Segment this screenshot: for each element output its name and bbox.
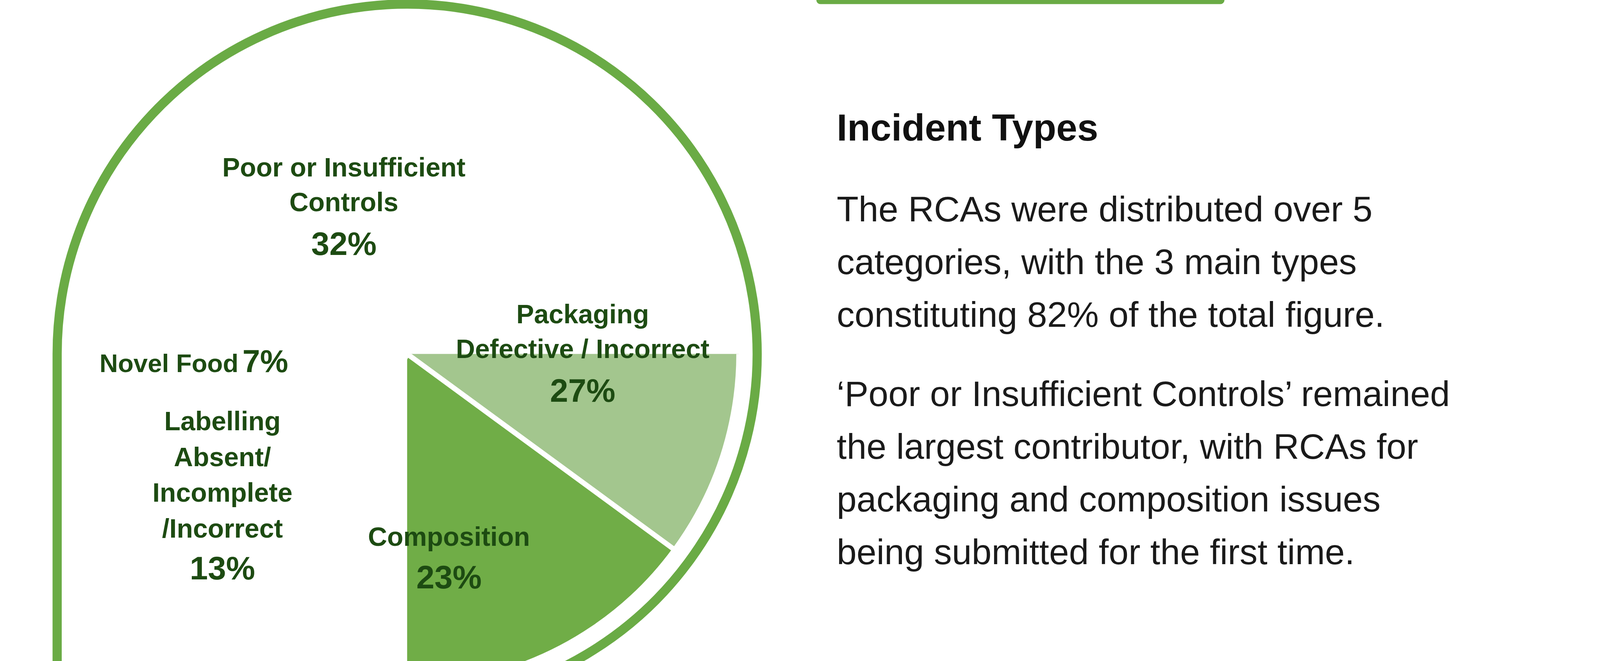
side-paragraph-line: The RCAs were distributed over 5 bbox=[836, 189, 1373, 229]
data-labels: Poor or Insufficient Controls 32% Packaging… bbox=[99, 152, 710, 596]
slice-category-line: Packaging bbox=[516, 299, 650, 329]
side-paragraph-line: the largest contributor, with RCAs for bbox=[836, 426, 1419, 467]
slice-value: 32% bbox=[311, 225, 377, 263]
slice-category-line: Composition bbox=[367, 522, 531, 552]
slice-value: 7% bbox=[242, 343, 289, 379]
side-paragraph: ‘Poor or Insufficient Controls’ remained… bbox=[836, 373, 1450, 572]
top-bar bbox=[816, 0, 1225, 4]
side-paragraph-line: constituting 82% of the total figure. bbox=[836, 294, 1385, 335]
slice-category: Packaging Defective / Incorrect bbox=[455, 299, 710, 364]
side-paragraph-line: packaging and composition issues bbox=[836, 479, 1381, 520]
slice-value: 27% bbox=[550, 372, 616, 409]
slice-category: Novel Food bbox=[99, 349, 239, 378]
slice-category-line: Defective / Incorrect bbox=[455, 334, 710, 364]
slice-category-line: Poor or Insufficient bbox=[222, 152, 466, 183]
slice-category-line: Absent/ bbox=[173, 442, 272, 472]
slice-category-line: Labelling bbox=[164, 406, 281, 436]
pie-slices bbox=[407, 353, 739, 661]
side-paragraph: The RCAs were distributed over 5 categori… bbox=[836, 189, 1385, 335]
slice-category: Poor or Insufficient Controls bbox=[222, 152, 466, 217]
pie-slice bbox=[407, 353, 675, 661]
slice-category: Labelling Absent/Incomplete/Incorrect bbox=[152, 406, 293, 543]
side-paragraph-line: being submitted for the first time. bbox=[836, 532, 1355, 572]
outer-ring bbox=[57, 3, 758, 661]
slice-category-line: Controls bbox=[289, 187, 399, 217]
slice-category-line: Incomplete bbox=[152, 478, 293, 508]
slice-category: Composition bbox=[367, 522, 531, 552]
slice-label: Novel Food7% bbox=[99, 343, 289, 379]
side-paragraph-line: categories, with the 3 main types bbox=[836, 241, 1357, 282]
slice-category-line: /Incorrect bbox=[162, 514, 283, 544]
chart-canvas: Poor or Insufficient Controls 32% Packaging… bbox=[0, 0, 1600, 661]
side-title: Incident Types bbox=[836, 106, 1099, 149]
slice-value: 23% bbox=[416, 558, 482, 596]
slice-value: 13% bbox=[189, 550, 256, 587]
side-paragraph-line: ‘Poor or Insufficient Controls’ remained bbox=[836, 373, 1450, 414]
